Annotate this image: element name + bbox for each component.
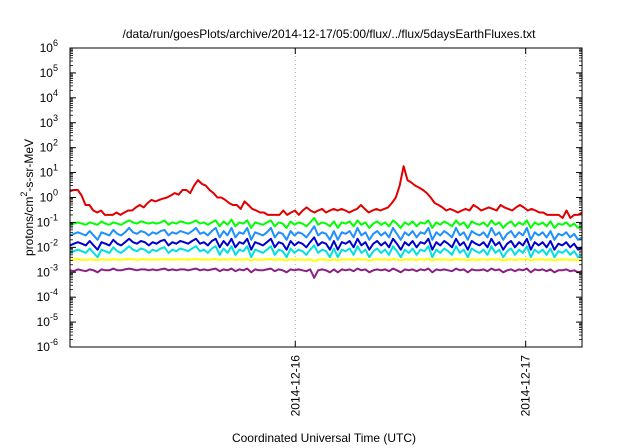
plot-frame [69,47,583,348]
y-tick-label: 102 [40,138,58,155]
y-axis-label: protons/cm2-s-sr-MeV [19,139,36,256]
y-tick-label: 10-3 [37,262,58,279]
grid [294,48,527,347]
series-group [69,165,583,279]
y-tick-label: 103 [40,113,58,130]
x-tick-label: 2014-12-17 [519,355,533,417]
y-tick-label: 10-6 [37,337,58,354]
series-line-3 [69,225,583,241]
y-tick-label: 100 [40,188,58,205]
x-axis-label: Coordinated Universal Time (UTC) [232,431,416,445]
y-tick-label: 106 [40,38,58,55]
series-line-2 [69,217,583,229]
y-tick-label: 105 [40,63,58,80]
series-line-6 [70,258,583,263]
y-tick-label: 10-5 [37,312,58,329]
axes: 10-6 10-5 10-4 10-3 10-2 10-1 100 101 102 103 104 1… [37,38,582,416]
y-tick-label: 104 [40,88,58,105]
series-line-1 [69,165,583,219]
y-tick-label: 10-2 [37,237,58,254]
y-tick-label: 10-4 [37,287,58,304]
series-line-5 [69,244,583,259]
series-line-7 [69,267,583,279]
y-tick-label: 10-1 [37,212,58,229]
y-tick-label: 101 [40,163,58,180]
chart-title: /data/run/goesPlots/archive/2014-12-17/0… [123,27,537,41]
series-line-4 [69,236,583,251]
x-tick-label: 2014-12-16 [288,355,302,417]
